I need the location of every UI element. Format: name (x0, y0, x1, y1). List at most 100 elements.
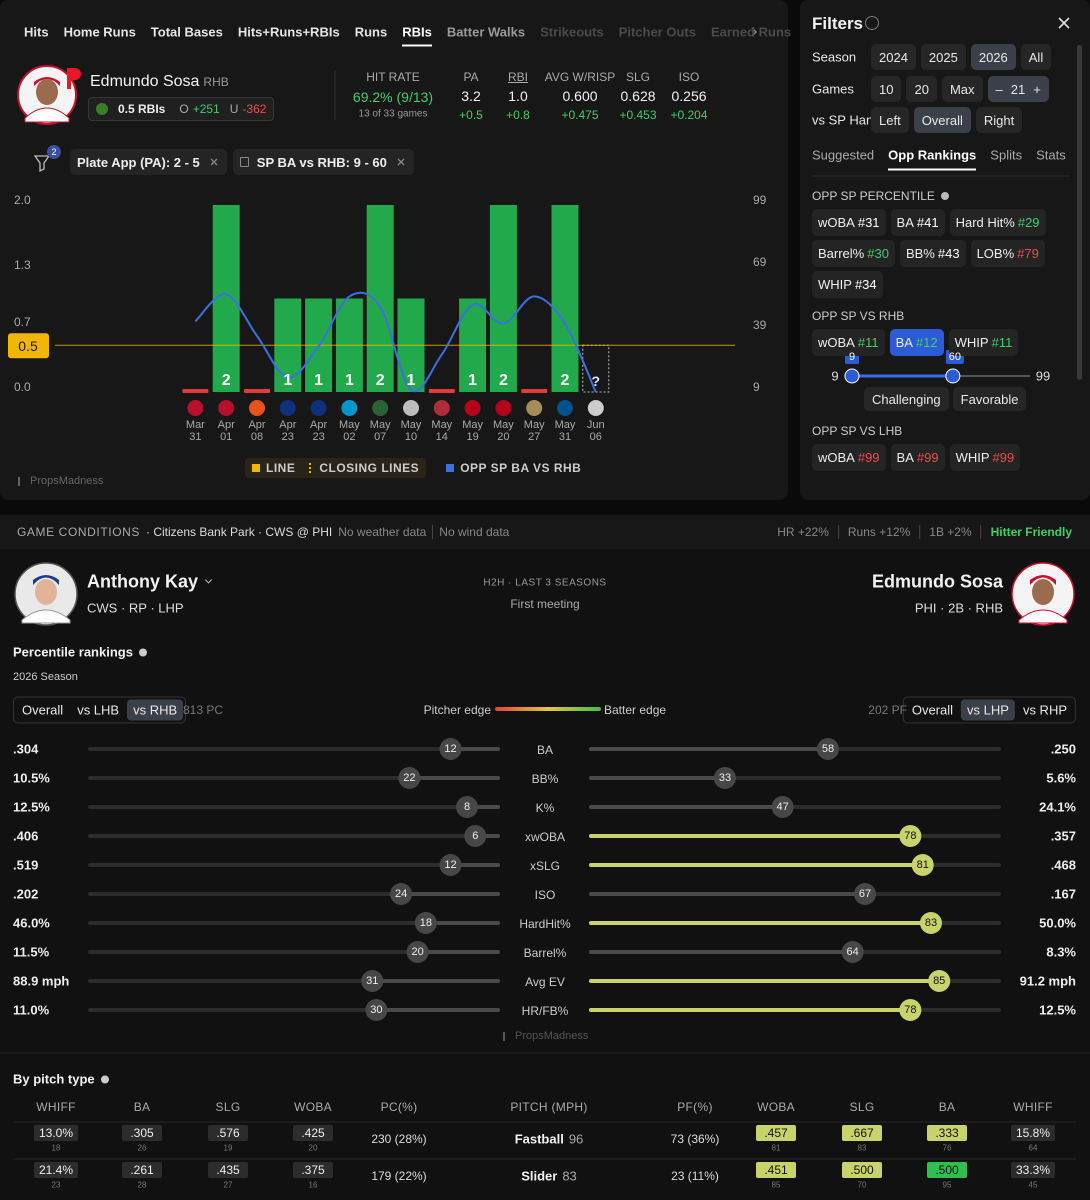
rank-chip[interactable]: BA #41 (890, 209, 945, 236)
percentile-bubble (365, 999, 388, 1021)
stepper-minus: – (995, 81, 1003, 97)
slider-handle[interactable] (844, 368, 860, 384)
option-chip[interactable]: Right (975, 107, 1023, 133)
cell-percentile: 27 (223, 1180, 233, 1190)
option-chip[interactable]: 20 (906, 76, 937, 102)
park-factor: Runs +12% (837, 525, 910, 539)
batter-value: .167 (1050, 886, 1076, 902)
metric-tab[interactable]: Runs (354, 24, 388, 40)
rank-chip[interactable]: LOB% #79 (970, 240, 1045, 267)
rank-label: BA (895, 335, 913, 350)
slider-min: 9 (831, 368, 839, 384)
rank-chip[interactable]: WHIP #99 (949, 444, 1021, 471)
stat-value: 0.600 (562, 88, 598, 104)
stat-name: BB% (531, 772, 559, 786)
filter-tab[interactable]: Suggested (812, 147, 875, 163)
y2-tick-label: 99 (753, 193, 767, 207)
option-chip[interactable]: Left (871, 107, 909, 133)
rank-value: #12 (915, 335, 938, 350)
rank-chip[interactable]: WHIP #11 (948, 329, 1019, 356)
rank-chip[interactable]: BA #12 (889, 329, 944, 356)
team-logo (403, 400, 419, 416)
option-chip[interactable]: 10 (871, 76, 902, 102)
percentile-bar (417, 950, 500, 954)
rank-chip[interactable]: BB% #43 (899, 240, 966, 267)
stat-cell: .667 (842, 1125, 882, 1141)
column-header: WHIFF (1013, 1100, 1053, 1114)
stat-name: ISO (534, 888, 556, 902)
preset-button[interactable]: Challenging (864, 387, 949, 411)
bar (182, 389, 209, 393)
cell-percentile: 28 (137, 1180, 147, 1190)
preset-button[interactable]: Favorable (952, 387, 1027, 411)
track (88, 805, 500, 809)
segment[interactable]: vs RHP (1022, 702, 1067, 718)
rank-chip[interactable]: WHIP #34 (812, 271, 883, 298)
rank-chips: wOBA #11 BA #12 WHIP #11 (812, 329, 1062, 356)
rank-chip[interactable]: wOBA #99 (812, 444, 886, 471)
under: -362 (242, 102, 267, 116)
metric-tab[interactable]: Earned Runs (710, 24, 792, 40)
filter-tab[interactable]: Opp Rankings (888, 142, 977, 171)
x-tick-label: May 19 (462, 419, 483, 443)
segment[interactable]: vs RHB (127, 699, 184, 721)
tabs-next[interactable] (751, 27, 758, 37)
metric-tab[interactable]: Batter Walks (446, 24, 526, 40)
percentile-label: 22 (403, 772, 416, 784)
stat-value: 3.2 (461, 88, 481, 104)
segment[interactable]: Overall (22, 702, 64, 718)
filter-chip[interactable]: Plate App (PA): 2 - 5 (70, 149, 227, 175)
rank-value: #79 (1017, 246, 1039, 261)
percentile-bar (401, 892, 500, 896)
remove-icon[interactable] (395, 156, 407, 168)
slider-handle[interactable] (945, 368, 961, 384)
rank-chip[interactable]: Hard Hit% #29 (949, 209, 1046, 236)
segment[interactable]: vs LHP (961, 699, 1015, 721)
segment[interactable]: Overall (911, 702, 954, 718)
bar-label: 2 (375, 372, 385, 389)
rank-label: BB% (905, 246, 935, 261)
option-chip[interactable]: All (1020, 44, 1052, 70)
metric-tab[interactable]: Hits+Runs+RBIs (237, 24, 340, 40)
team-logo (433, 400, 450, 416)
option-chip[interactable]: Overall (913, 107, 971, 133)
option-chip[interactable]: 2026 (970, 44, 1016, 70)
rank-value: #99 (992, 450, 1015, 465)
metric-tab[interactable]: RBIs (402, 18, 432, 47)
metric-tab[interactable]: Hits (24, 24, 49, 40)
rank-value: #34 (854, 277, 877, 292)
chevron (204, 576, 213, 584)
option-chip[interactable]: Max (941, 76, 983, 102)
rank-chip[interactable]: Barrel% #30 (812, 240, 895, 267)
slider-value: 9 (848, 351, 856, 363)
metric-tab[interactable]: Pitcher Outs (618, 24, 696, 40)
info-icon (100, 1075, 109, 1083)
metric-tab[interactable]: Strikeouts (540, 24, 604, 40)
close-icon[interactable] (1058, 17, 1070, 29)
filter-chip[interactable]: SP BA vs RHB: 9 - 60 (232, 149, 414, 175)
stat-name: HardHit% (519, 917, 571, 931)
rank-chip[interactable]: BA #99 (890, 444, 945, 471)
rank-label: WHIP (955, 450, 990, 465)
metric-tab[interactable]: Home Runs (63, 24, 136, 40)
segment[interactable]: vs LHB (77, 702, 120, 718)
title: Percentile rankings (13, 644, 133, 660)
option-chip[interactable]: 2024 (871, 44, 916, 70)
option-chip[interactable]: 2025 (920, 44, 966, 70)
filter-tab[interactable]: Stats (1036, 147, 1066, 163)
x-tick-label: May 07 (369, 419, 391, 443)
y-tick-label: 0.7 (14, 314, 31, 329)
cell-percentile: 76 (942, 1143, 952, 1153)
rank-label: WHIP (954, 335, 989, 350)
remove-icon[interactable] (208, 156, 220, 168)
percentile-bubble (911, 854, 934, 876)
percentile-label: 6 (472, 830, 479, 842)
rank-chip[interactable]: wOBA #11 (812, 329, 885, 356)
metric-tab[interactable]: Total Bases (150, 24, 223, 40)
percentile-bubble (439, 738, 462, 760)
rank-chip[interactable]: wOBA #31 (812, 209, 886, 236)
filter-tab[interactable]: Splits (990, 147, 1023, 163)
team-logo (249, 400, 265, 416)
games-stepper[interactable]: –21 + (987, 76, 1049, 102)
season[interactable]: 2026 Season (13, 671, 78, 683)
